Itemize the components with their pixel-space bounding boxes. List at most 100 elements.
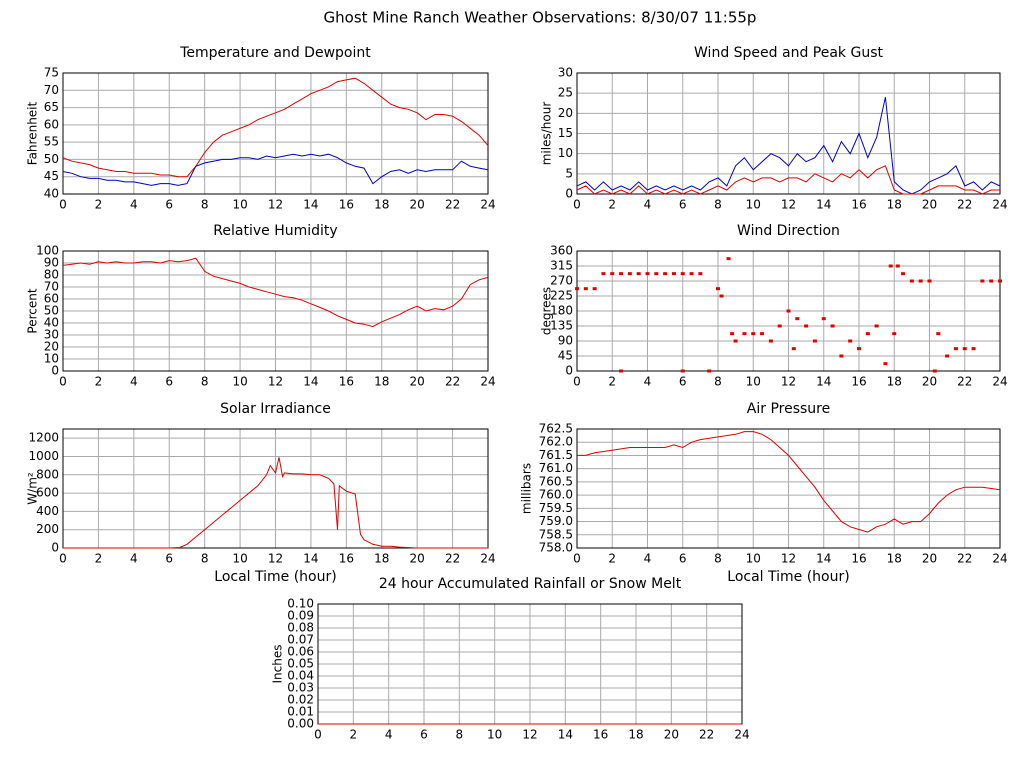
x-tick-label: 0 xyxy=(59,198,67,212)
data-point xyxy=(680,369,685,373)
y-tick-label: 30 xyxy=(44,328,59,342)
x-tick-label: 24 xyxy=(992,198,1007,212)
data-point xyxy=(742,332,747,336)
chart-title: Wind Direction xyxy=(737,223,840,239)
y-tick-label: 60 xyxy=(44,117,59,131)
chart-title: 24 hour Accumulated Rainfall or Snow Mel… xyxy=(379,576,682,592)
y-tick-label: 0.09 xyxy=(287,609,314,623)
chart-title: Temperature and Dewpoint xyxy=(179,45,371,61)
chart-title: Air Pressure xyxy=(747,401,830,417)
y-tick-label: 0.04 xyxy=(287,669,314,683)
x-tick-label: 16 xyxy=(339,552,354,566)
y-tick-label: 65 xyxy=(44,100,59,114)
x-tick-label: 12 xyxy=(522,728,537,742)
x-tick-label: 16 xyxy=(851,375,866,389)
y-tick-label: 0.06 xyxy=(287,645,314,659)
data-point xyxy=(945,354,950,358)
x-tick-label: 20 xyxy=(664,728,679,742)
data-point xyxy=(998,279,1002,283)
x-tick-label: 10 xyxy=(746,375,761,389)
x-tick-label: 0 xyxy=(573,198,581,212)
data-point xyxy=(918,279,923,283)
y-tick-label: 50 xyxy=(44,304,59,318)
x-tick-label: 2 xyxy=(608,552,616,566)
data-line xyxy=(577,431,1001,533)
data-point xyxy=(654,272,659,276)
y-tick-label: 90 xyxy=(44,256,59,270)
y-axis-label: millibars xyxy=(520,463,534,514)
data-point xyxy=(895,264,900,268)
x-tick-label: 18 xyxy=(374,552,389,566)
data-line xyxy=(62,153,489,186)
data-point xyxy=(610,272,615,276)
x-tick-label: 12 xyxy=(781,375,796,389)
x-tick-label: 22 xyxy=(957,198,972,212)
y-tick-label: 760.0 xyxy=(539,488,573,502)
x-tick-label: 14 xyxy=(303,198,318,212)
y-tick-label: 758.0 xyxy=(539,541,573,555)
x-tick-label: 10 xyxy=(746,552,761,566)
x-tick-label: 4 xyxy=(130,375,138,389)
x-tick-label: 22 xyxy=(445,198,460,212)
data-point xyxy=(927,279,932,283)
data-point xyxy=(971,347,976,351)
y-tick-label: 45 xyxy=(44,169,59,183)
x-tick-label: 10 xyxy=(487,728,502,742)
x-tick-label: 20 xyxy=(410,552,425,566)
x-tick-label: 6 xyxy=(165,375,173,389)
data-line xyxy=(576,165,1000,195)
y-tick-label: 762.0 xyxy=(539,435,573,449)
data-point xyxy=(962,347,967,351)
x-tick-label: 24 xyxy=(480,375,495,389)
data-line xyxy=(62,77,489,178)
x-tick-label: 8 xyxy=(714,552,722,566)
x-tick-label: 2 xyxy=(350,728,358,742)
data-point xyxy=(575,287,579,291)
y-tick-label: 0.02 xyxy=(287,693,314,707)
x-tick-label: 8 xyxy=(456,728,464,742)
data-point xyxy=(619,369,624,373)
x-tick-label: 20 xyxy=(922,198,937,212)
data-point xyxy=(768,339,773,343)
y-tick-label: 0.03 xyxy=(287,681,314,695)
plot-frame xyxy=(576,428,1001,549)
y-tick-label: 55 xyxy=(44,135,59,149)
data-point xyxy=(716,287,720,291)
x-tick-label: 4 xyxy=(130,552,138,566)
data-point xyxy=(730,332,735,336)
x-tick-label: 16 xyxy=(851,552,866,566)
data-point xyxy=(791,347,796,351)
data-point xyxy=(888,264,893,268)
x-tick-label: 12 xyxy=(268,198,283,212)
x-tick-label: 8 xyxy=(714,198,722,212)
x-tick-label: 10 xyxy=(746,198,761,212)
y-tick-label: 80 xyxy=(44,268,59,282)
y-tick-label: 75 xyxy=(44,66,59,80)
x-tick-label: 4 xyxy=(130,198,138,212)
y-tick-label: 600 xyxy=(36,486,59,500)
data-point xyxy=(719,294,724,298)
y-axis-label: Inches xyxy=(271,645,285,684)
data-point xyxy=(980,279,985,283)
y-tick-label: 180 xyxy=(550,304,573,318)
x-tick-label: 16 xyxy=(339,375,354,389)
data-line xyxy=(62,257,489,328)
x-tick-label: 0 xyxy=(59,375,67,389)
x-tick-label: 0 xyxy=(59,552,67,566)
plot-frame xyxy=(62,250,489,372)
y-axis-label: Percent xyxy=(26,288,40,333)
x-tick-label: 16 xyxy=(593,728,608,742)
data-point xyxy=(583,287,588,291)
data-point xyxy=(627,272,632,276)
y-tick-label: 10 xyxy=(558,146,573,160)
chart-title: Solar Irradiance xyxy=(220,401,331,417)
y-tick-label: 25 xyxy=(558,86,573,100)
x-tick-label: 16 xyxy=(339,198,354,212)
x-tick-label: 18 xyxy=(887,198,902,212)
data-point xyxy=(883,362,888,366)
y-tick-label: 100 xyxy=(36,244,59,258)
plot-frame xyxy=(576,72,1001,195)
x-tick-label: 22 xyxy=(957,375,972,389)
data-point xyxy=(936,332,941,336)
